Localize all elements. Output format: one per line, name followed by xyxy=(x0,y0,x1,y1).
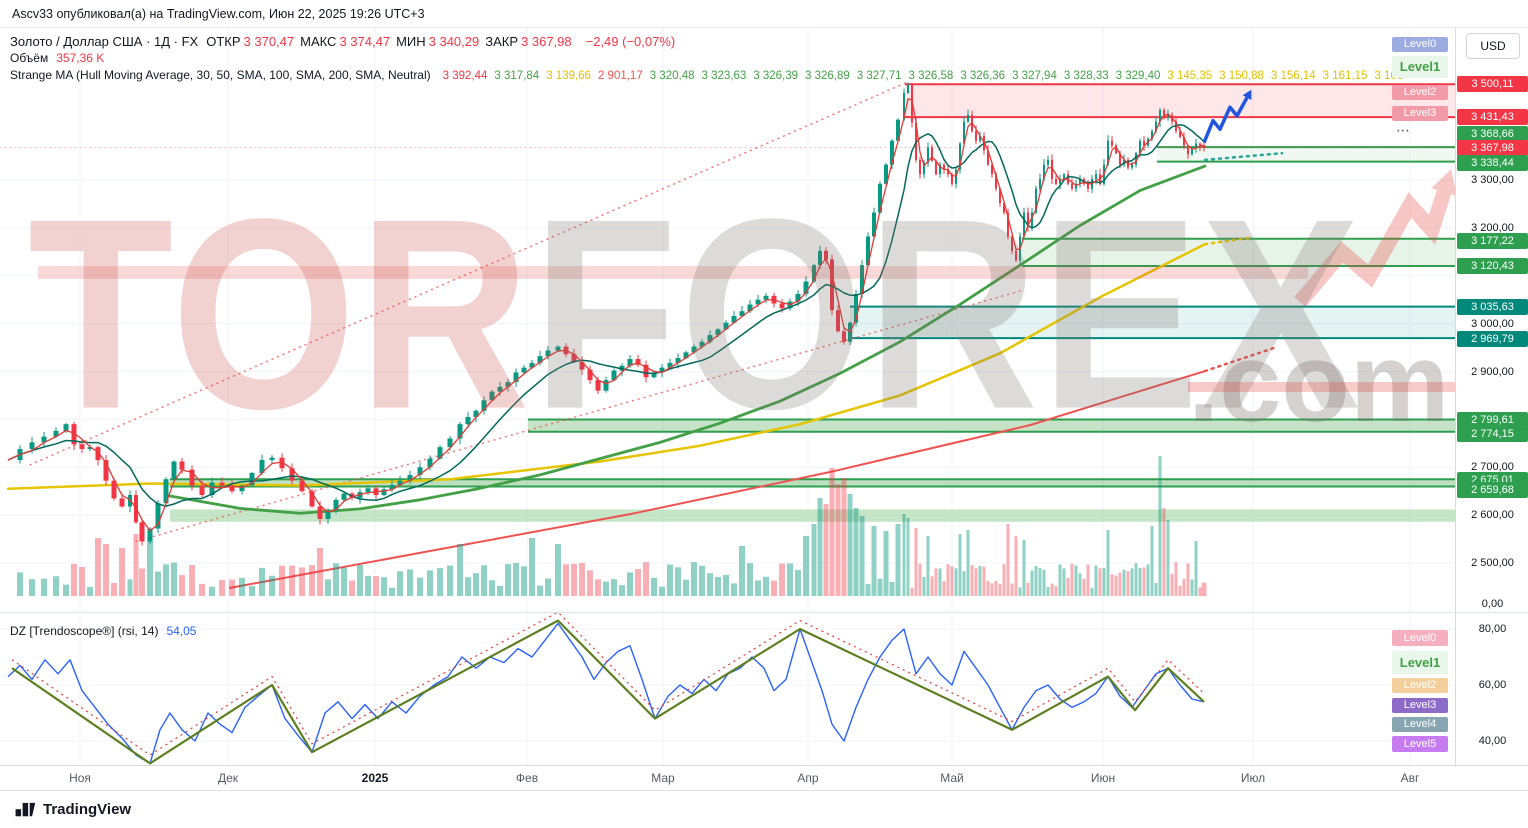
price-axis[interactable]: USD 3 500,11 3 431,43 3 368,66 3 367,98 3 33… xyxy=(1455,28,1528,765)
time-axis-label: Фев xyxy=(515,771,539,785)
price-axis-label: 2 600,00 xyxy=(1471,509,1514,521)
price-axis-tag: 3 367,98 xyxy=(1457,140,1528,156)
currency-button[interactable]: USD xyxy=(1466,33,1520,59)
price-axis-tag: 3 120,43 xyxy=(1457,258,1528,274)
time-axis-label: Мар xyxy=(651,771,675,785)
price-axis-label: 40,00 xyxy=(1478,735,1507,747)
price-axis-tag: 2 799,61 xyxy=(1457,412,1528,428)
price-axis-label: 80,00 xyxy=(1478,623,1507,635)
panel-separator[interactable] xyxy=(0,612,1528,613)
time-axis[interactable]: Ноя Дек 2025 Фев Мар Апр Май Июн Июл Авг xyxy=(0,765,1528,791)
tradingview-logo[interactable] xyxy=(14,799,36,821)
footer-bar: TradingView xyxy=(0,790,1528,828)
time-axis-label: Май xyxy=(940,771,964,785)
price-axis-tag: 3 500,11 xyxy=(1457,76,1528,92)
price-axis-label: 3 200,00 xyxy=(1471,222,1514,234)
time-axis-label: 2025 xyxy=(361,771,389,785)
price-chart-canvas[interactable] xyxy=(0,28,1455,765)
time-axis-label: Июл xyxy=(1240,771,1266,785)
time-axis-label: Июн xyxy=(1090,771,1116,785)
time-axis-label: Авг xyxy=(1400,771,1420,785)
price-axis-label: 2 700,00 xyxy=(1471,461,1514,473)
price-axis-label: 3 300,00 xyxy=(1471,174,1514,186)
price-axis-tag: 3 368,66 xyxy=(1457,126,1528,142)
time-axis-label: Дек xyxy=(217,771,239,785)
price-axis-tag: 3 035,63 xyxy=(1457,299,1528,315)
price-axis-tag: 2 659,68 xyxy=(1457,482,1528,498)
price-axis-label: 2 500,00 xyxy=(1471,557,1514,569)
price-axis-label: 2 900,00 xyxy=(1471,366,1514,378)
publish-bar: Ascv33 опубликовал(а) на TradingView.com… xyxy=(0,0,1528,28)
tradingview-brand[interactable]: TradingView xyxy=(43,801,132,818)
price-axis-tag: 2 774,15 xyxy=(1457,426,1528,442)
price-axis-tag: 3 431,43 xyxy=(1457,109,1528,125)
time-axis-label: Апр xyxy=(797,771,819,785)
publish-info: Ascv33 опубликовал(а) на TradingView.com… xyxy=(12,6,425,21)
time-axis-label: Ноя xyxy=(69,771,91,785)
price-axis-label: 60,00 xyxy=(1478,679,1507,691)
price-axis-tag: 3 177,22 xyxy=(1457,233,1528,249)
price-axis-label: 3 000,00 xyxy=(1471,318,1514,330)
price-axis-tag: 3 338,44 xyxy=(1457,155,1528,171)
price-axis-label: 0,00 xyxy=(1481,598,1504,610)
price-axis-tag: 2 969,79 xyxy=(1457,331,1528,347)
